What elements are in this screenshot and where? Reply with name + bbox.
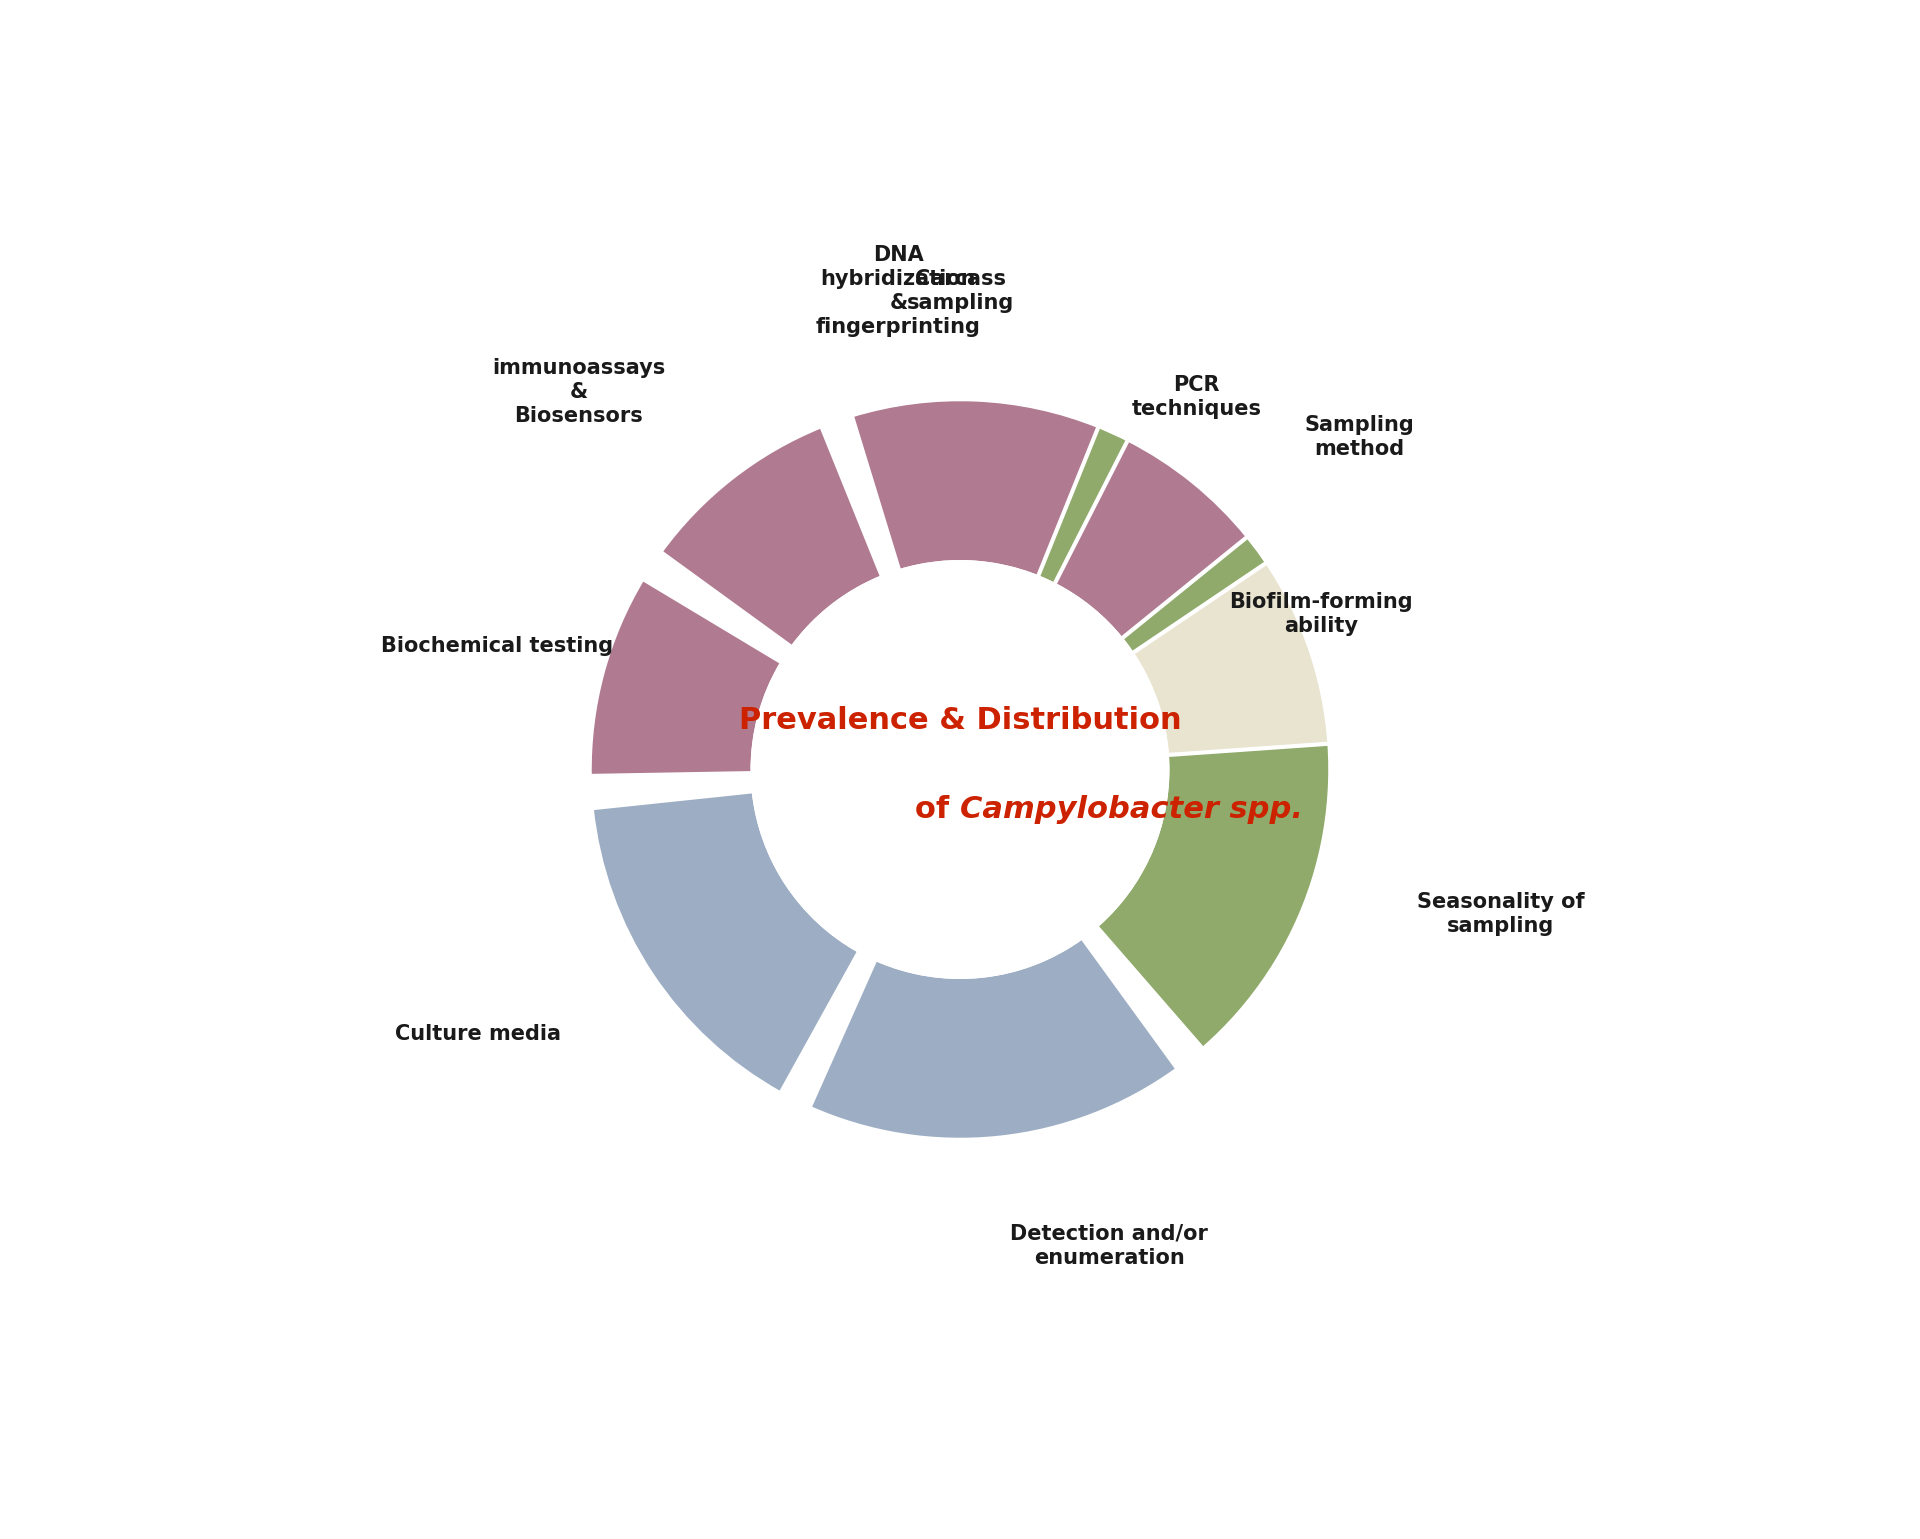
Wedge shape (810, 937, 1177, 1140)
Text: DNA
hybridization
&
fingerprinting: DNA hybridization & fingerprinting (816, 245, 981, 337)
Text: PCR
techniques: PCR techniques (1131, 376, 1261, 419)
Text: Prevalence & Distribution: Prevalence & Distribution (739, 705, 1181, 734)
Circle shape (755, 563, 1165, 976)
Wedge shape (660, 426, 883, 648)
Wedge shape (589, 579, 781, 776)
Wedge shape (1096, 680, 1331, 1050)
Text: Carcass
sampling: Carcass sampling (906, 268, 1014, 312)
Text: Biochemical testing: Biochemical testing (382, 636, 612, 656)
Text: Campylobacter spp.: Campylobacter spp. (960, 794, 1304, 823)
Wedge shape (852, 399, 1098, 577)
Text: Detection and/or
enumeration: Detection and/or enumeration (1010, 1224, 1208, 1268)
Wedge shape (591, 791, 860, 1093)
Text: immunoassays
&
Biosensors: immunoassays & Biosensors (492, 359, 664, 426)
Text: of: of (916, 794, 960, 823)
Text: Seasonality of
sampling: Seasonality of sampling (1417, 891, 1584, 936)
Wedge shape (1133, 562, 1329, 756)
Text: Biofilm-forming
ability: Biofilm-forming ability (1229, 591, 1413, 636)
Wedge shape (1054, 440, 1248, 639)
Wedge shape (1035, 423, 1309, 702)
Text: Sampling
method: Sampling method (1304, 416, 1415, 459)
Wedge shape (858, 399, 1062, 569)
Text: Culture media: Culture media (396, 1023, 561, 1043)
